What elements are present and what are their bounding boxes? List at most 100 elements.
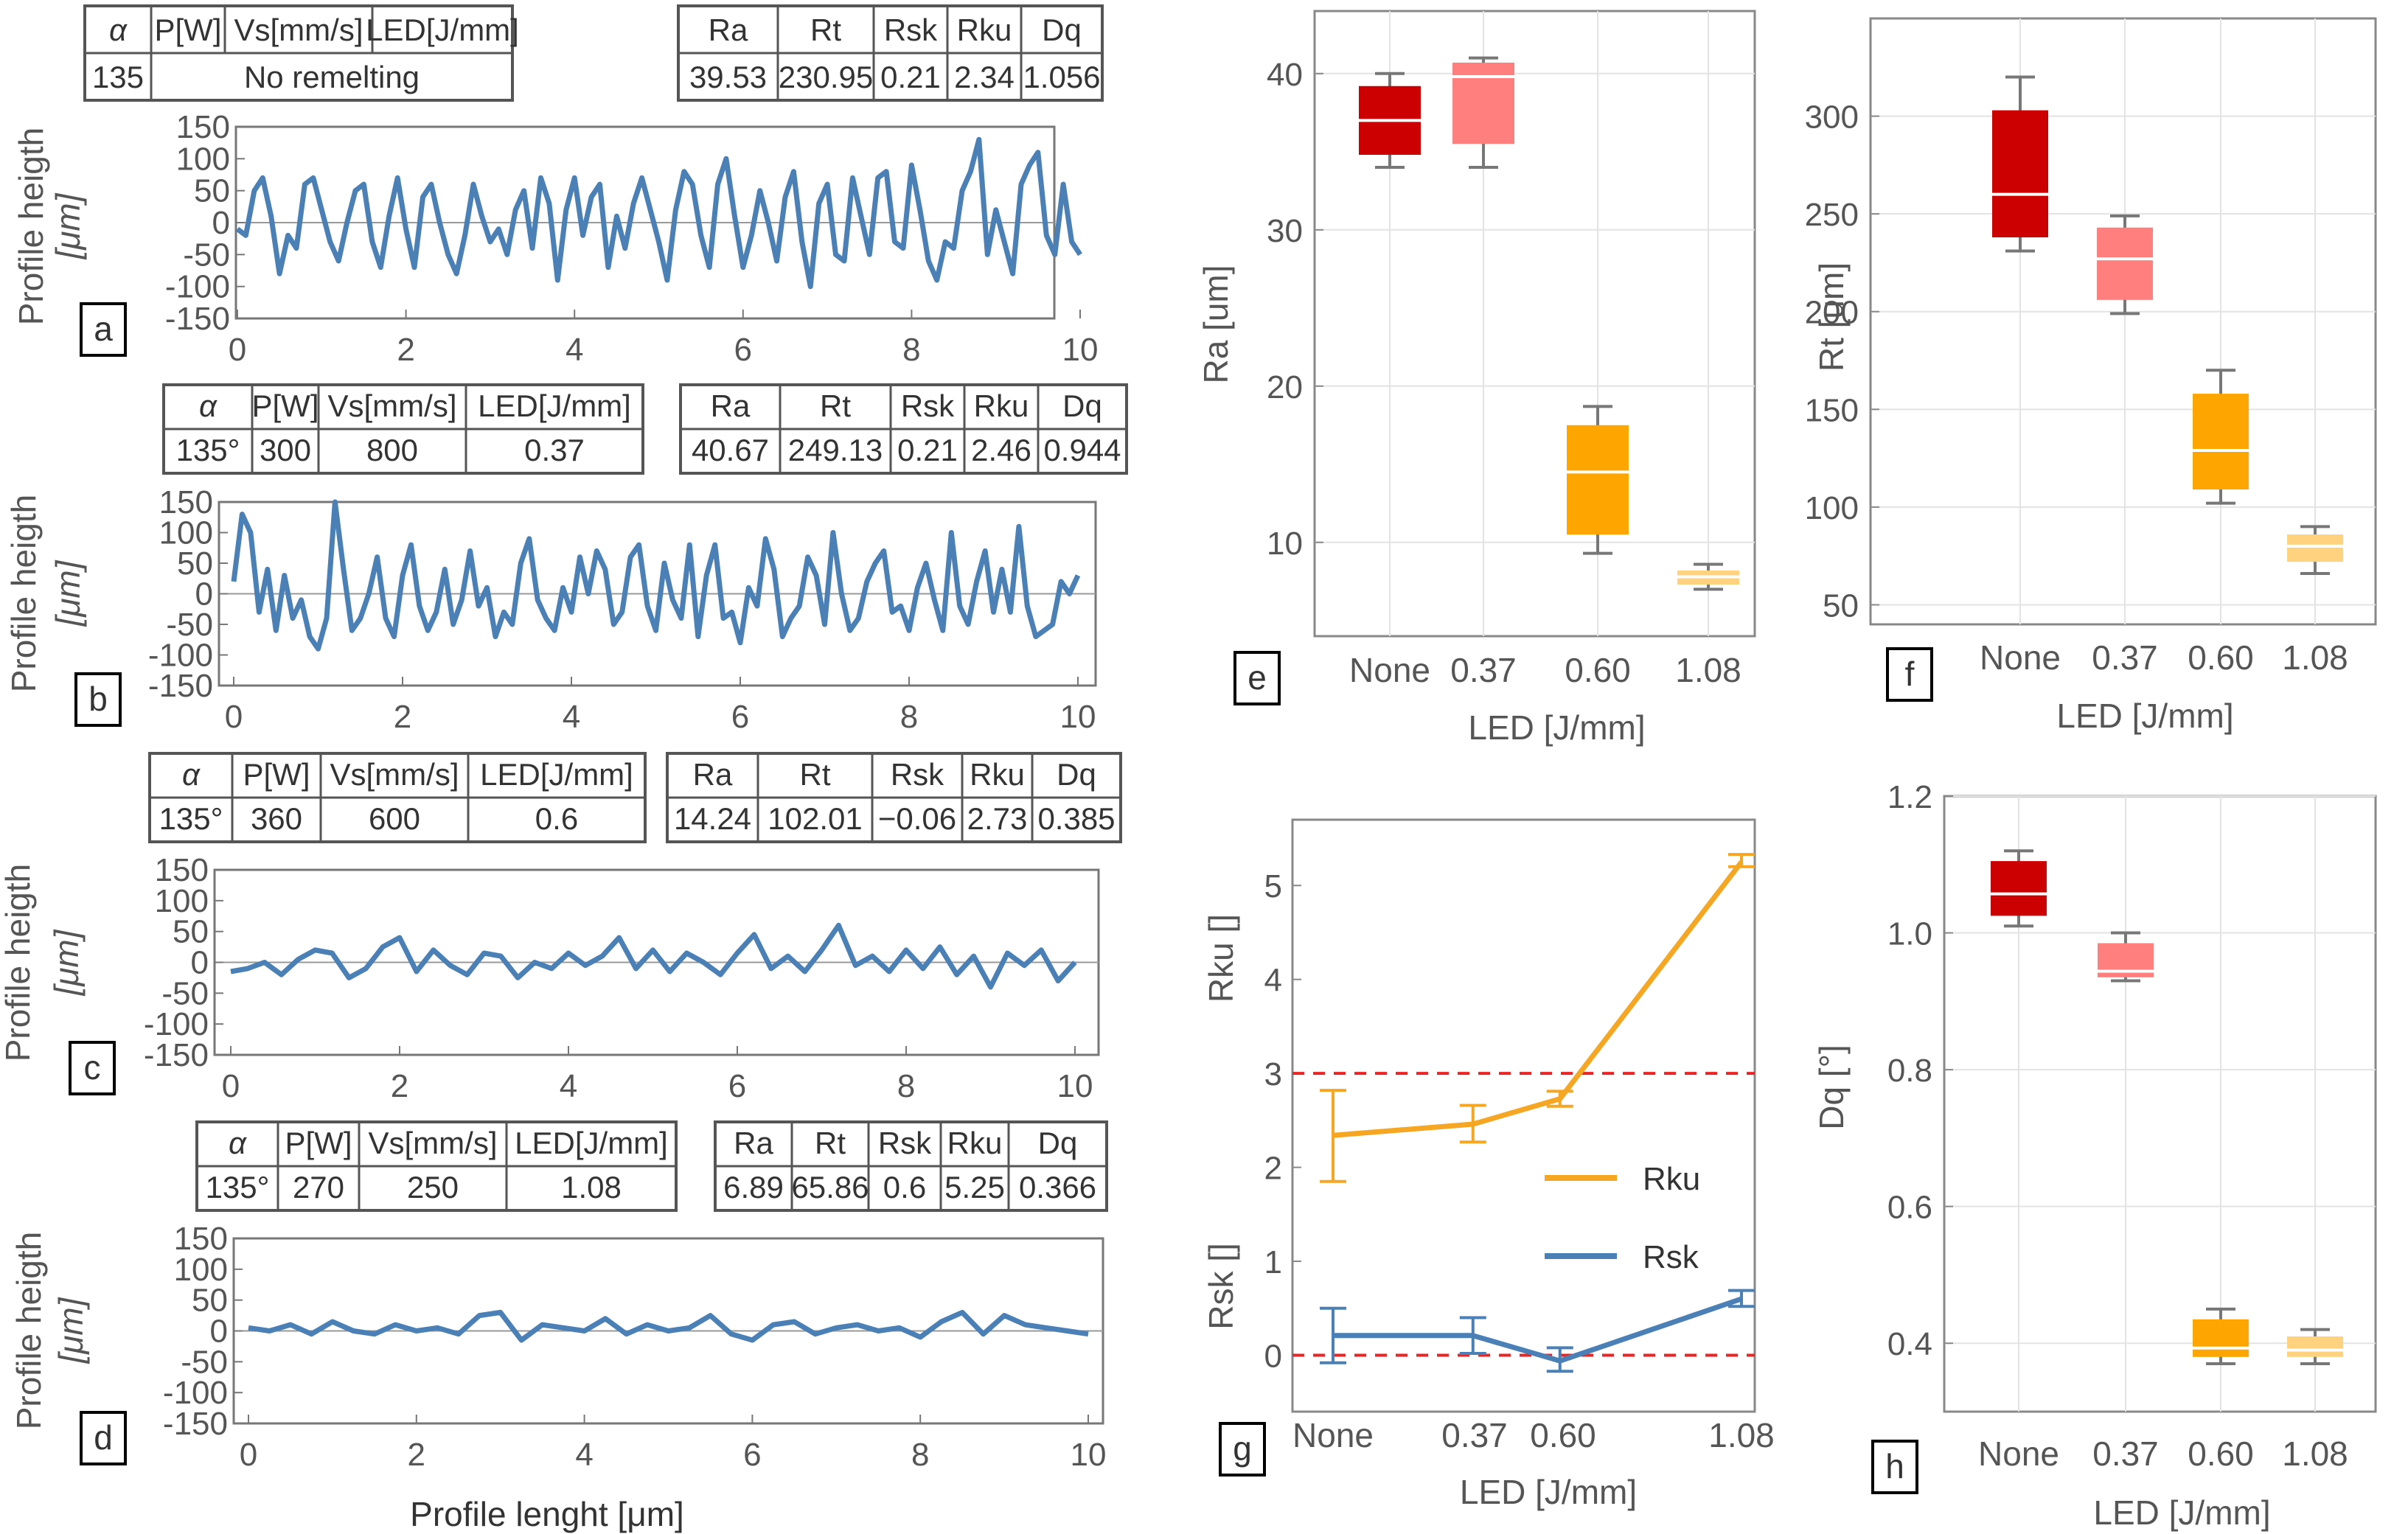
x-tick-label-d: 10: [1071, 1437, 1107, 1473]
x-tick-label-a: 2: [397, 332, 414, 368]
category-label-g: 0.37: [1441, 1416, 1508, 1454]
x-tick-label-d: 8: [911, 1437, 929, 1473]
param-table-c-value-cell: 360: [251, 801, 302, 836]
panel-label-g: g: [1233, 1429, 1252, 1468]
param-table-b-header-cell: Vs[mm/s]: [328, 388, 457, 423]
y-axis-unit-d: [μm]: [52, 1297, 90, 1364]
y-axis-label-b: Profile heigth: [4, 495, 43, 693]
y-tick-label-f: 50: [1823, 588, 1859, 624]
y-tick-label-h: 0.4: [1887, 1326, 1932, 1362]
y-tick-label-d: -100: [163, 1375, 228, 1411]
roughness-table-d-value-cell: 0.6: [883, 1170, 926, 1204]
panel-label-box-b: [74, 672, 122, 727]
roughness-table-c-header-cell: Rt: [800, 757, 831, 792]
panel-label-h: h: [1885, 1447, 1904, 1485]
y-axis-unit-c: [μm]: [47, 929, 86, 996]
category-label-h: None: [1978, 1434, 2059, 1473]
y-tick-label-g: 4: [1264, 963, 1282, 999]
profile-line-c: [230, 922, 1077, 990]
category-label-h: 0.37: [2092, 1434, 2159, 1473]
y-tick-label-g: 3: [1264, 1056, 1282, 1092]
x-tick-label-c: 8: [897, 1068, 915, 1104]
x-axis-label-f: LED [J/mm]: [2056, 697, 2233, 735]
y-tick-label-d: 100: [174, 1252, 228, 1288]
y-axis-unit-b: [μm]: [49, 559, 87, 627]
y-tick-label-f: 200: [1805, 295, 1859, 331]
y-tick-label-c: 150: [155, 852, 209, 888]
param-table-c-header-cell: α: [182, 757, 201, 792]
profile-line-a: [235, 136, 1082, 290]
roughness-table-c-header-cell: Rku: [970, 757, 1025, 792]
box-panel-h: 0.4 0.6 0.8 1.0 1.2 None 0.37 0.60 1.08 LED [J/mm…: [1812, 779, 2377, 1532]
roughness-table-a-header-cell: Rsk: [884, 13, 938, 47]
panel-label-box-f: [1886, 647, 1933, 702]
x-axis-label-d: Profile lenght [μm]: [410, 1495, 684, 1533]
y-tick-label-b: -100: [148, 638, 213, 674]
roughness-table-c-value-cell: 14.24: [674, 801, 751, 836]
box-h: [2193, 1319, 2249, 1357]
y-tick-label-e: 20: [1267, 369, 1303, 405]
param-table-d-header-cell: LED[J/mm]: [515, 1126, 668, 1160]
line-panel-g: 0 1 2 3 4 5 Rku Rsk None 0.37 0.60 1.08 LED [J/mm] Rk…: [1202, 818, 1775, 1511]
roughness-table-a-value-cell: 0.21: [880, 60, 941, 94]
profile-line-d: [248, 1309, 1089, 1343]
param-table-b-header-cell: LED[J/mm]: [478, 388, 631, 423]
series-line-rku: [1332, 860, 1744, 1138]
category-label-h: 1.08: [2282, 1434, 2348, 1473]
plot-frame-g: [1291, 818, 1756, 1413]
x-tick-label-a: 10: [1062, 332, 1099, 368]
panel-label-box-c: [69, 1041, 116, 1095]
param-table-c-value-cell: 600: [369, 801, 420, 836]
y-axis-label-f: Rt [um]: [1812, 262, 1851, 372]
profile-panel-c: α P[W] Vs[mm/s] LED[J/mm]135° 360 600 0.6Ra Rt R…: [0, 752, 1122, 1104]
x-tick-label-a: 4: [566, 332, 583, 368]
profile-panel-a: α P[W] Vs[mm/s] LED[J/mm] 135 No remelting Ra R…: [12, 4, 1104, 368]
roughness-table-c-value-cell: −0.06: [878, 801, 956, 836]
x-tick-label-b: 2: [394, 699, 411, 735]
roughness-table-a-value-cell: 1.056: [1023, 60, 1100, 94]
roughness-table-d-header-cell: Rsk: [878, 1126, 932, 1160]
x-tick-label-d: 4: [575, 1437, 593, 1473]
y-tick-label-c: 0: [191, 945, 209, 981]
roughness-table-d-value-cell: 65.86: [791, 1170, 869, 1204]
y-tick-label-h: 0.8: [1887, 1053, 1932, 1089]
x-tick-label-b: 4: [563, 699, 580, 735]
panel-label-box-g: [1219, 1422, 1266, 1477]
panel-label-e: e: [1248, 658, 1267, 697]
y-tick-label-c: 50: [173, 914, 209, 950]
roughness-table-a-value-cell: 39.53: [689, 60, 767, 94]
x-tick-label-b: 6: [731, 699, 749, 735]
param-table-d-value-cell: 250: [407, 1170, 459, 1204]
box-h: [1991, 861, 2047, 916]
roughness-table-c-value-cell: 0.385: [1037, 801, 1115, 836]
category-label-f: 1.08: [2282, 638, 2348, 677]
y-tick-label-c: -100: [144, 1006, 209, 1042]
param-table-d-value-cell: 1.08: [561, 1170, 622, 1204]
y-tick-label-a: 0: [212, 205, 230, 241]
roughness-table-c-header-cell: Ra: [693, 757, 733, 792]
y-axis-label-a: Profile heigth: [12, 128, 50, 326]
y-tick-label-b: 100: [159, 515, 213, 551]
param-table-a-header-cell: P[W]: [155, 13, 222, 47]
x-tick-label-c: 4: [560, 1068, 577, 1104]
param-table-a-value-cell: 135: [92, 60, 144, 94]
y-tick-label-b: -150: [148, 668, 213, 704]
roughness-table-a-header-cell: Dq: [1042, 13, 1082, 47]
roughness-table-b-value-cell: 249.13: [788, 433, 883, 467]
param-table-a-header-cell: LED[J/mm]: [366, 13, 519, 47]
y-tick-label-f: 250: [1805, 197, 1859, 233]
param-table-c-value-cell: 0.6: [535, 801, 578, 836]
y-tick-label-e: 10: [1267, 526, 1303, 562]
roughness-table-a-value-cell: 230.95: [779, 60, 873, 94]
y-tick-label-b: 150: [159, 484, 213, 520]
box-e: [1452, 62, 1514, 144]
x-tick-label-a: 6: [734, 332, 752, 368]
y-tick-label-c: -50: [161, 975, 209, 1011]
roughness-table-b-header-cell: Rku: [974, 388, 1029, 423]
param-table-b-header-cell: α: [199, 388, 218, 423]
category-label-f: None: [1980, 638, 2061, 677]
y-tick-label-d: 50: [192, 1283, 228, 1319]
x-tick-label-b: 8: [900, 699, 918, 735]
